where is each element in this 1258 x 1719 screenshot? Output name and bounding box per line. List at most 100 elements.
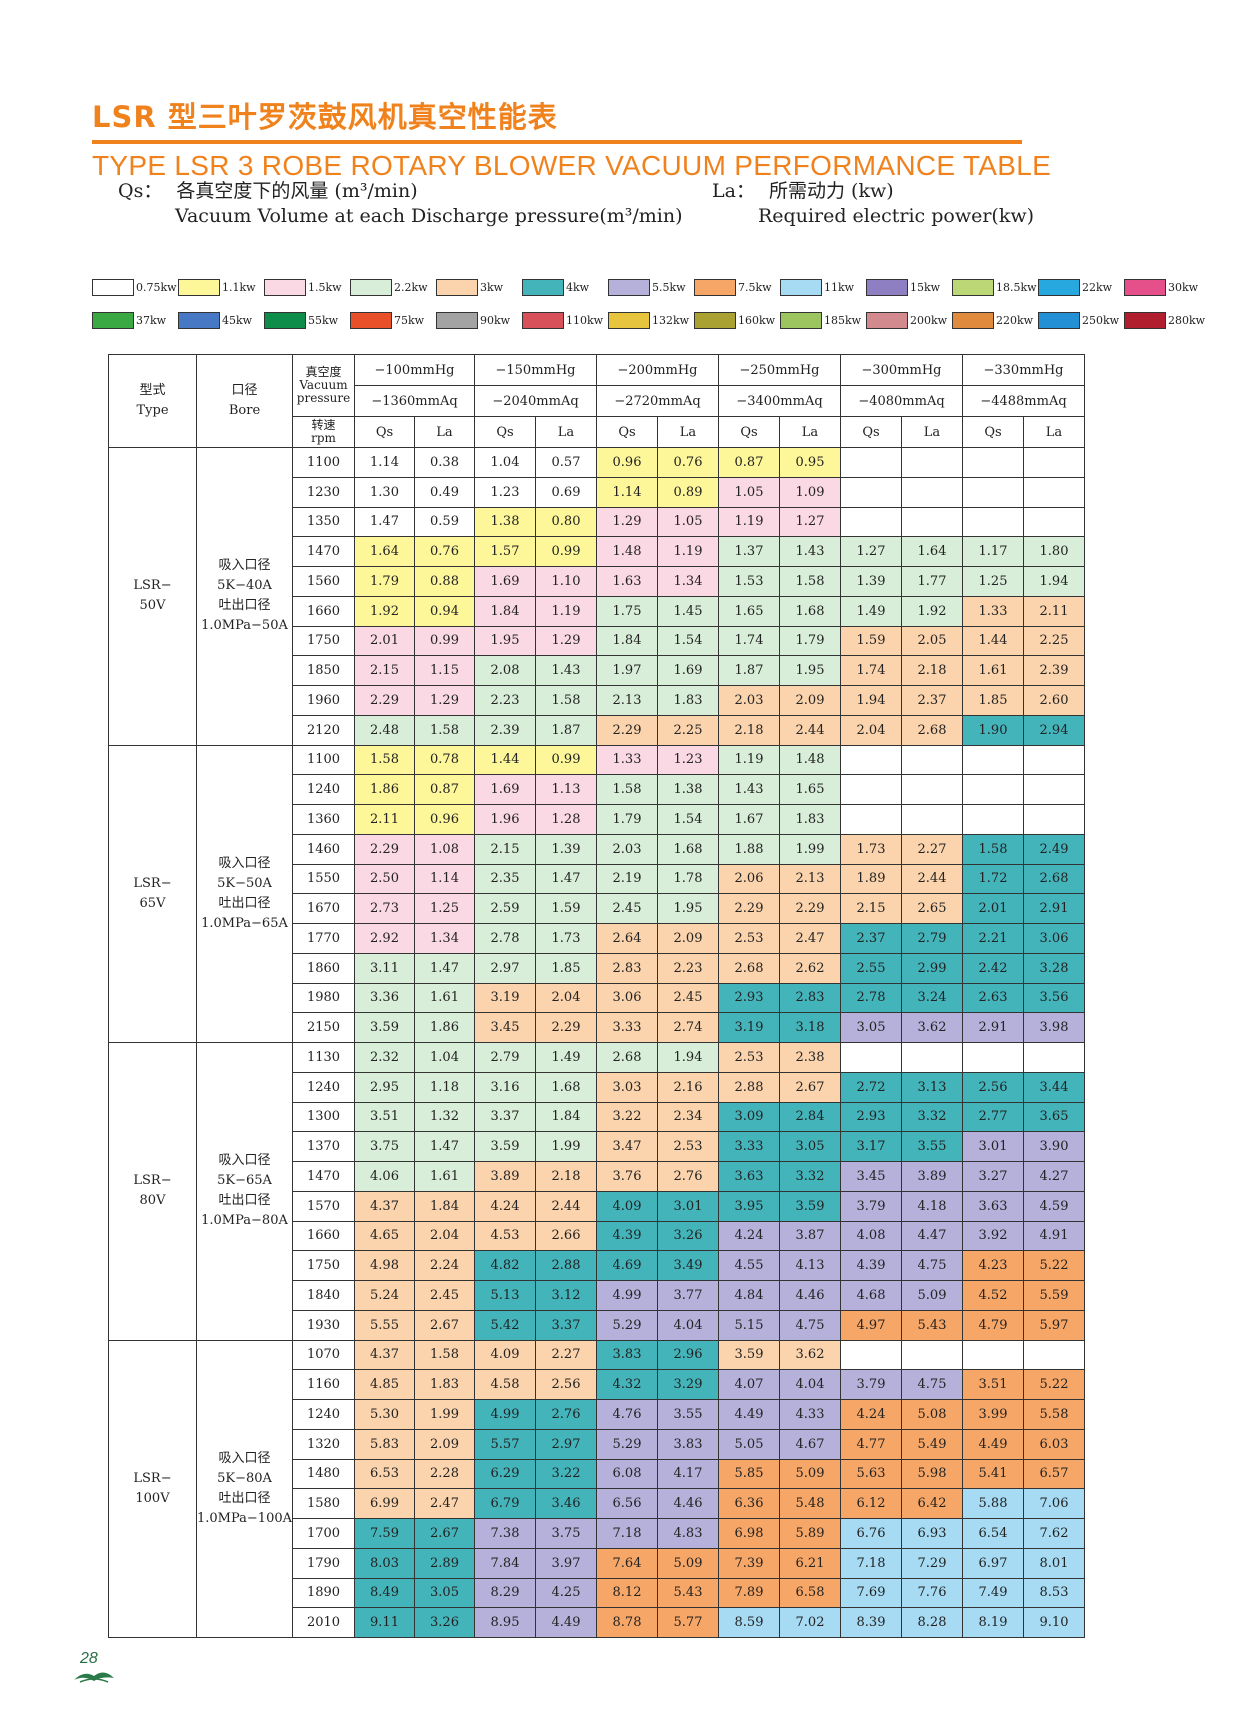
legend-swatch — [522, 311, 564, 329]
qs-cell: 2.13 — [596, 685, 658, 716]
table-row: 1570 4.37 1.84 4.24 2.44 4.09 3.01 3.95 3.59 3.79… — [109, 1190, 1085, 1222]
la-cell: 2.37 — [901, 685, 963, 716]
la-cell: 0.94 — [414, 595, 475, 627]
la-cell: 1.58 — [414, 1339, 475, 1371]
la-cell: 4.27 — [1023, 1161, 1085, 1192]
la-cell: 4.04 — [657, 1309, 719, 1341]
la-cell: 4.25 — [535, 1577, 597, 1609]
legend-swatch — [780, 278, 822, 296]
la-cell: 1.19 — [535, 595, 597, 627]
rpm-cell: 1750 — [292, 1250, 355, 1281]
la-cell: 0.80 — [535, 506, 597, 538]
la-cell: 2.97 — [535, 1428, 597, 1460]
qs-cell: 1.25 — [962, 566, 1024, 597]
qs-cell: 5.41 — [962, 1458, 1024, 1490]
la-cell: 2.44 — [779, 714, 841, 746]
la-cell: 1.34 — [657, 566, 719, 597]
la-cell: 3.55 — [901, 1131, 963, 1162]
qs-cell: 2.93 — [840, 1101, 902, 1133]
qs-cell: 4.69 — [596, 1250, 658, 1281]
qs-cell: 1.84 — [474, 595, 536, 627]
table-row: 1700 7.59 2.67 7.38 3.75 7.18 4.83 6.98 5.89 6.76… — [109, 1518, 1085, 1549]
la-cell: 1.13 — [535, 774, 597, 805]
la-cell: 0.59 — [414, 506, 475, 538]
rpm-cell: 1370 — [292, 1131, 355, 1162]
la-cell: 1.83 — [657, 685, 719, 716]
legend-label: 160kw — [738, 313, 776, 327]
qs-cell: 3.19 — [474, 982, 536, 1014]
la-cell: 1.15 — [414, 655, 475, 686]
qs-cell: 3.45 — [840, 1161, 902, 1192]
qs-cell: 1.79 — [596, 804, 658, 835]
la-cell: 1.94 — [1023, 566, 1085, 597]
la-cell: 3.62 — [779, 1339, 841, 1371]
rpm-cell: 1570 — [292, 1190, 355, 1222]
legend-label: 5.5kw — [652, 280, 686, 294]
qs-cell — [962, 476, 1024, 508]
la-cell: 2.60 — [1023, 685, 1085, 716]
legend-label: 15kw — [910, 280, 941, 294]
qs-cell: 4.82 — [474, 1250, 536, 1281]
qs-cell: 4.24 — [718, 1220, 780, 1252]
qs-key: Qs： — [118, 180, 163, 202]
header-qs: Qs — [596, 416, 658, 448]
la-cell: 2.68 — [901, 714, 963, 746]
qs-cell — [840, 1339, 902, 1371]
qs-cell: 7.89 — [718, 1577, 780, 1609]
legend-label: 90kw — [480, 313, 511, 327]
model-cell: LSR− 65V — [108, 744, 197, 1043]
la-cell: 8.53 — [1023, 1577, 1085, 1609]
qs-cell: 3.11 — [354, 952, 415, 984]
legend-label: 2.2kw — [394, 280, 428, 294]
la-cell: 1.43 — [779, 536, 841, 567]
bore-label: 吸入口径 5K−50A 吐出口径 1.0MPa−65A — [201, 855, 288, 931]
model-cell: LSR− 100V — [108, 1339, 197, 1638]
qs-cell: 1.14 — [596, 476, 658, 508]
qs-cell: 4.37 — [354, 1190, 415, 1222]
qs-cell: 2.06 — [718, 863, 780, 895]
la-cell: 2.47 — [779, 923, 841, 954]
la-cell: 1.34 — [414, 923, 475, 954]
bore-cell: 吸入口径 5K−65A 吐出口径 1.0MPa−80A — [196, 1042, 293, 1341]
la-cell: 5.22 — [1023, 1250, 1085, 1281]
qs-cell: 1.44 — [474, 744, 536, 776]
qs-cell: 3.63 — [718, 1161, 780, 1192]
qs-cell: 5.85 — [718, 1458, 780, 1490]
qs-cell: 3.95 — [718, 1190, 780, 1222]
la-cell: 3.59 — [779, 1190, 841, 1222]
qs-cell — [962, 506, 1024, 538]
legend-swatch — [1038, 278, 1080, 296]
la-cell: 1.85 — [535, 952, 597, 984]
qs-cell: 1.63 — [596, 566, 658, 597]
la-cell: 4.91 — [1023, 1220, 1085, 1252]
rpm-cell: 1470 — [292, 1161, 355, 1192]
la-cell: 0.99 — [535, 536, 597, 567]
header-model-label: 型式 Type — [136, 383, 169, 418]
la-cell: 1.09 — [779, 476, 841, 508]
la-cell: 1.68 — [657, 833, 719, 865]
qs-cell: 1.33 — [596, 744, 658, 776]
table-row: 1960 2.29 1.29 2.23 1.58 2.13 1.83 2.03 2.09 1.94… — [109, 685, 1085, 716]
qs-cell: 4.49 — [718, 1399, 780, 1430]
header-pressure-hg: −150mmHg — [474, 354, 597, 386]
la-cell: 4.67 — [779, 1428, 841, 1460]
la-cell: 1.08 — [414, 833, 475, 865]
la-cell: 7.29 — [901, 1547, 963, 1579]
header-la: La — [414, 416, 475, 448]
qs-cell: 2.53 — [718, 923, 780, 954]
la-cell: 0.88 — [414, 566, 475, 597]
la-cell: 5.43 — [657, 1577, 719, 1609]
la-cell: 1.29 — [414, 685, 475, 716]
qs-cell: 4.79 — [962, 1309, 1024, 1341]
legend-item: 132kw — [608, 311, 694, 329]
la-cell: 3.22 — [535, 1458, 597, 1490]
la-cell: 2.09 — [779, 685, 841, 716]
header-pressure-hg: −100mmHg — [354, 354, 475, 386]
la-cell: 3.49 — [657, 1250, 719, 1281]
qs-cell: 2.15 — [354, 655, 415, 686]
qs-cell: 2.95 — [354, 1071, 415, 1103]
qs-cell: 1.95 — [474, 625, 536, 657]
legend-row: 37kw 45kw 55kw 75kw 90kw 110kw 132kw 160kw 185kw… — [92, 309, 1232, 331]
qs-cell: 4.68 — [840, 1280, 902, 1311]
table-row: LSR− 50V 吸入口径 5K−40A 吐出口径 1.0MPa−50A 1100 1… — [108, 447, 1085, 746]
